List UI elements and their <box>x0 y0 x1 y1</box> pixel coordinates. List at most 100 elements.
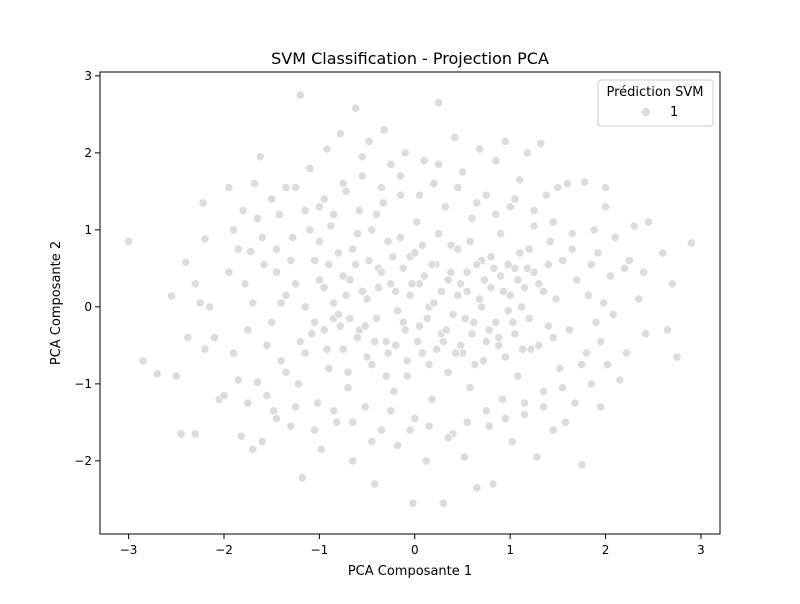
data-point <box>453 182 463 193</box>
data-point <box>309 255 320 266</box>
data-point <box>322 144 332 154</box>
data-point <box>243 398 253 408</box>
data-point <box>274 209 284 219</box>
data-point <box>479 275 489 285</box>
data-point <box>465 236 475 246</box>
data-point <box>672 352 682 362</box>
data-point <box>605 271 615 281</box>
data-point <box>138 356 148 366</box>
data-point <box>333 248 344 258</box>
data-point <box>248 444 258 454</box>
data-point <box>286 255 296 266</box>
data-point <box>455 340 466 350</box>
data-point <box>624 255 635 266</box>
data-point <box>407 279 417 289</box>
data-point <box>500 136 510 146</box>
y-tick-label: 3 <box>84 69 92 83</box>
data-point <box>383 236 393 246</box>
data-point <box>500 413 510 424</box>
data-point <box>152 369 162 379</box>
data-point <box>383 348 393 358</box>
data-point <box>262 340 272 350</box>
data-point <box>572 275 582 285</box>
data-point <box>314 275 324 285</box>
points-layer <box>124 90 697 508</box>
data-point <box>198 198 208 208</box>
data-point <box>290 402 301 412</box>
data-point <box>548 332 558 343</box>
data-point <box>400 148 410 158</box>
data-point <box>419 271 429 281</box>
data-point <box>608 309 618 320</box>
data-point <box>166 291 177 301</box>
data-point <box>472 198 482 208</box>
data-point <box>233 375 243 385</box>
data-point <box>391 340 401 350</box>
data-point <box>543 321 553 331</box>
data-point <box>524 244 534 254</box>
data-point <box>262 390 272 400</box>
data-point <box>643 217 654 227</box>
data-point <box>236 431 246 441</box>
data-point <box>281 367 291 377</box>
data-point <box>398 263 408 273</box>
data-point <box>486 252 496 262</box>
data-point <box>357 286 367 296</box>
data-point <box>271 413 282 424</box>
data-point <box>497 394 508 404</box>
data-point <box>422 313 432 323</box>
data-point <box>534 340 544 350</box>
data-point <box>276 298 286 308</box>
data-point <box>486 282 496 293</box>
data-point <box>190 279 200 289</box>
data-point <box>462 286 472 296</box>
data-point <box>205 302 215 312</box>
data-point <box>640 329 651 339</box>
data-point <box>484 421 494 431</box>
data-point <box>367 225 377 235</box>
x-tick-label: 2 <box>602 543 610 557</box>
legend-marker <box>641 107 651 117</box>
data-point <box>524 313 534 323</box>
data-point <box>457 167 468 177</box>
data-point <box>577 359 587 370</box>
legend-box <box>597 79 714 127</box>
data-point <box>209 332 220 343</box>
data-point <box>341 186 351 196</box>
data-point <box>491 209 501 219</box>
data-point <box>410 248 420 258</box>
data-point <box>433 229 444 239</box>
x-tick-label: −2 <box>215 543 233 557</box>
data-point <box>281 290 291 300</box>
data-point <box>560 417 571 427</box>
data-point <box>386 406 396 416</box>
data-point <box>248 298 258 308</box>
data-point <box>513 275 523 285</box>
data-point <box>293 379 303 389</box>
data-point <box>322 344 332 354</box>
data-point <box>519 398 530 408</box>
data-point <box>448 309 458 320</box>
data-point <box>462 417 472 427</box>
data-point <box>557 255 568 266</box>
data-point <box>545 236 555 246</box>
data-point <box>522 148 532 158</box>
data-point <box>255 152 265 162</box>
data-point <box>505 290 515 300</box>
data-point <box>171 371 181 381</box>
x-tick-label: −3 <box>120 543 138 557</box>
data-point <box>402 371 412 381</box>
data-point <box>658 248 668 258</box>
data-point <box>360 402 370 412</box>
data-point <box>228 225 239 235</box>
data-point <box>453 244 463 254</box>
data-point <box>686 238 697 248</box>
data-point <box>376 267 386 277</box>
data-point <box>362 294 372 304</box>
data-point <box>548 217 558 227</box>
data-point <box>429 179 439 189</box>
data-point <box>474 294 485 304</box>
data-point <box>421 456 431 466</box>
data-point <box>405 290 415 300</box>
